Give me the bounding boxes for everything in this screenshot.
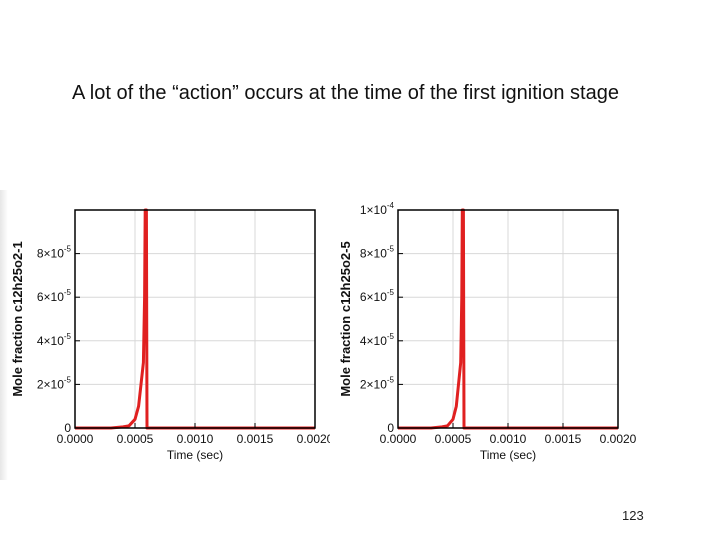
chart-1-ytick-label-0: 0: [387, 421, 394, 435]
chart-0-ytick-label-3: 6×10-5: [37, 288, 72, 304]
chart-1-xlabel: Time (sec): [480, 448, 536, 462]
chart-1-xtick-label-1: 0.0005: [435, 432, 472, 446]
chart-left-svg: 0.0000 0.0005 0.0010 0.0015 0.0020 0 2×10-5 4×1…: [10, 208, 334, 462]
chart-0-ylabel: Mole fraction c12h25o2-1: [10, 241, 25, 396]
chart-right-svg: 0.0000 0.0005 0.0010 0.0015 0.0020 0 2×10-5 4×1…: [338, 201, 637, 462]
chart-0-ytick-label-4: 8×10-5: [37, 245, 72, 261]
chart-0-xtick-label-1: 0.0005: [117, 432, 154, 446]
page-number: 123: [622, 508, 644, 523]
chart-1-ytick-label-2: 4×10-5: [360, 332, 395, 348]
chart-1-ylabel: Mole fraction c12h25o2-5: [338, 241, 353, 396]
chart-1-ytick-label-3: 6×10-5: [360, 288, 395, 304]
chart-0-ytick-label-0: 0: [64, 421, 71, 435]
chart-0-ytick-label-2: 4×10-5: [37, 332, 72, 348]
chart-0-xlabel: Time (sec): [167, 448, 223, 462]
chart-0-xtick-label-3: 0.0015: [237, 432, 274, 446]
chart-0-ytick-label-1: 2×10-5: [37, 375, 72, 391]
chart-left: 0.0000 0.0005 0.0010 0.0015 0.0020 0 2×10-5 4×1…: [0, 190, 334, 480]
chart-right: 0.0000 0.0005 0.0010 0.0015 0.0020 0 2×10-5 4×1…: [330, 190, 650, 480]
chart-1-xtick-label-2: 0.0010: [490, 432, 527, 446]
chart-0-xtick-label-0: 0.0000: [57, 432, 94, 446]
chart-1-xtick-label-4: 0.0020: [600, 432, 637, 446]
chart-0-xtick-label-2: 0.0010: [177, 432, 214, 446]
slide-title: A lot of the “action” occurs at the time…: [72, 82, 619, 104]
chart-1-ytick-label-1: 2×10-5: [360, 375, 395, 391]
chart-1-xtick-label-3: 0.0015: [545, 432, 582, 446]
chart-1-xtick-label-0: 0.0000: [380, 432, 417, 446]
image-edge-shade: [0, 190, 8, 480]
chart-0-xtick-label-4: 0.0020: [297, 432, 330, 446]
chart-1-ytick-label-4: 8×10-5: [360, 245, 395, 261]
chart-1-ytick-label-5: 1×10-4: [360, 201, 395, 217]
